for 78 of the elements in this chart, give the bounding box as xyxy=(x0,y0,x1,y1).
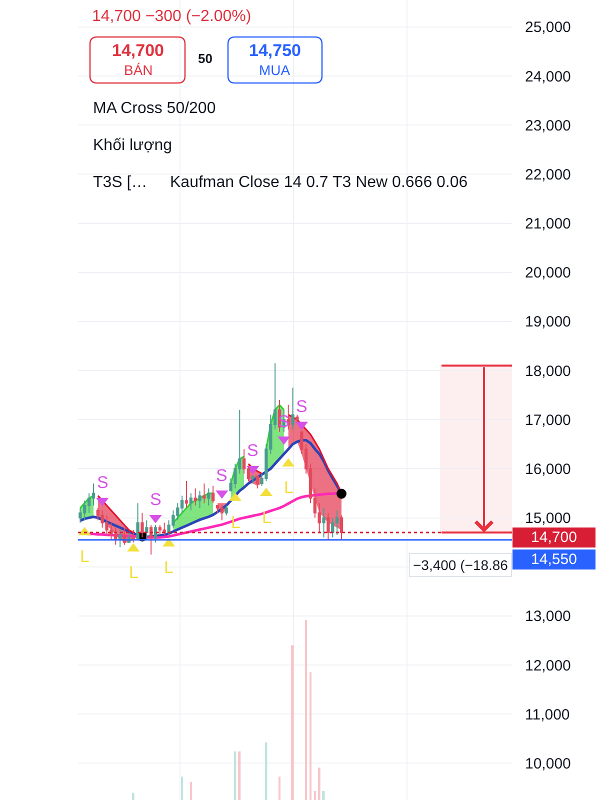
y-tick-label: 18,000 xyxy=(525,362,571,380)
bar xyxy=(291,645,294,800)
bar xyxy=(238,751,241,800)
annotation: Khối lượng xyxy=(93,137,172,154)
y-tick-label: 21,000 xyxy=(525,216,571,233)
y-tick-label: 13,000 xyxy=(525,608,571,626)
bar xyxy=(265,742,268,800)
annotation: 14,750 xyxy=(249,41,301,60)
y-tick-label: 16,000 xyxy=(525,460,571,478)
candlestick xyxy=(291,387,294,430)
data-label: S xyxy=(247,441,258,460)
y-tick-label: 17,000 xyxy=(525,412,571,429)
ref-line-label: 14,550 xyxy=(531,551,577,568)
y-tick-label: 25,000 xyxy=(525,19,571,36)
bar xyxy=(310,672,312,800)
bar xyxy=(322,791,325,800)
candlestick xyxy=(256,476,259,489)
bar xyxy=(190,782,192,800)
y-tick-label: 19,000 xyxy=(525,314,571,331)
y-tick-label: 22,000 xyxy=(525,166,571,184)
annotation: 50 xyxy=(198,51,212,66)
candlestick xyxy=(220,505,224,521)
annotation: MUA xyxy=(259,62,291,78)
annotation: Kaufman Close 14 0.7 T3 New 0.666 0.06 xyxy=(170,174,468,191)
candlestick xyxy=(286,404,290,430)
candlestick xyxy=(251,476,255,484)
candlestick xyxy=(145,520,148,540)
band-label: −3,400 (−18.86 xyxy=(413,557,508,573)
bar xyxy=(234,751,236,800)
y-tick-label: 11,000 xyxy=(525,706,570,724)
data-label: S xyxy=(97,473,108,492)
candlestick xyxy=(198,490,202,508)
y-tick-label: 15,000 xyxy=(525,510,571,528)
candlestick xyxy=(340,514,344,540)
data-label: L xyxy=(262,508,272,527)
candlestick xyxy=(154,524,158,543)
data-label: S xyxy=(150,490,162,509)
data-label: S xyxy=(296,397,308,416)
annotation: 14,700 −300 (−2.00%) xyxy=(92,8,252,25)
data-label: L xyxy=(129,563,138,582)
candlestick xyxy=(194,488,197,506)
y-tick-label: 24,000 xyxy=(525,68,571,86)
candlestick xyxy=(202,482,206,504)
candlestick xyxy=(211,485,215,504)
candlestick xyxy=(207,488,210,506)
annotation: T3S [… xyxy=(93,174,148,191)
candlestick xyxy=(140,512,144,538)
candlestick xyxy=(189,492,193,511)
y-tick-label: 23,000 xyxy=(525,117,571,134)
candlestick xyxy=(158,524,162,536)
candlestick xyxy=(184,480,188,508)
ref-line-label: 14,700 xyxy=(531,529,577,546)
data-label: S xyxy=(216,466,228,485)
candlestick xyxy=(136,502,140,540)
bar xyxy=(278,776,280,800)
candlestick xyxy=(296,414,299,423)
data-label: S xyxy=(278,412,290,431)
annotation: BÁN xyxy=(124,62,153,78)
bar xyxy=(318,768,320,800)
y-tick-label: 20,000 xyxy=(525,264,571,282)
candlestick xyxy=(162,522,166,536)
candlestick xyxy=(322,507,326,538)
annotation: MA Cross 50/200 xyxy=(93,100,216,117)
candlestick xyxy=(118,530,122,548)
y-tick-label: 10,000 xyxy=(525,755,571,772)
bar xyxy=(181,776,184,800)
data-label: L xyxy=(284,478,294,497)
data-label: L xyxy=(80,547,90,566)
candlestick xyxy=(335,510,339,536)
bar xyxy=(305,620,308,800)
annotation: 14,700 xyxy=(112,41,164,60)
bar xyxy=(314,791,316,800)
data-label: L xyxy=(164,558,174,577)
candlestick xyxy=(224,505,228,516)
candlestick xyxy=(326,512,330,540)
bar xyxy=(132,792,134,800)
y-tick-label: 12,000 xyxy=(525,657,571,674)
candlestick xyxy=(149,524,153,556)
